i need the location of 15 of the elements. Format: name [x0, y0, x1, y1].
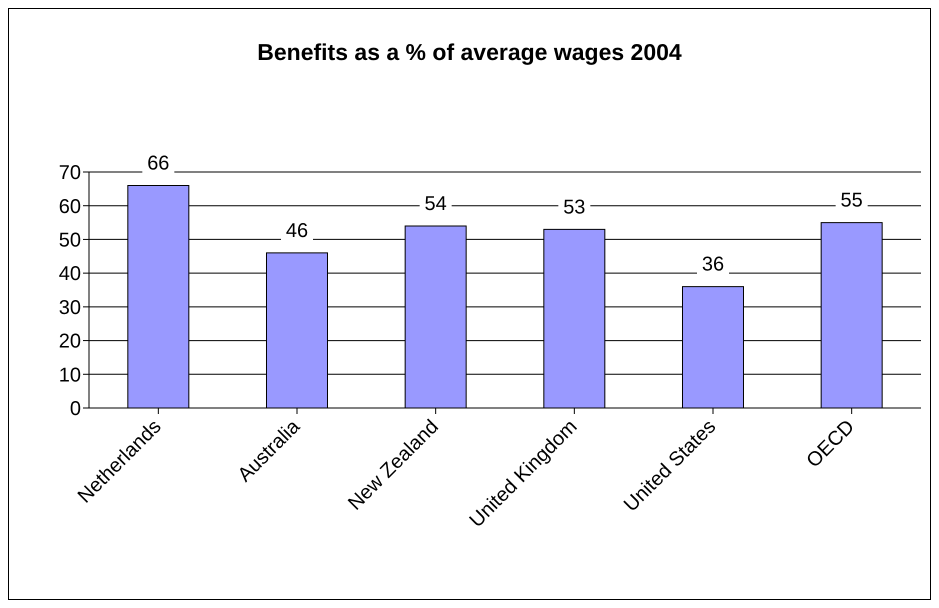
data-label: 36 [702, 254, 724, 276]
y-tick-label: 70 [58, 162, 81, 184]
data-label: 54 [424, 192, 447, 215]
y-tick-label: 10 [58, 364, 81, 386]
data-label: 46 [286, 220, 308, 242]
y-tick-label: 40 [58, 263, 81, 286]
y-tick-label: 20 [58, 330, 81, 353]
y-tick-label: 30 [58, 296, 81, 319]
chart-title: Benefits as a % of average wages 2004 [256, 39, 683, 66]
data-label: 55 [840, 190, 863, 212]
y-tick-label: 0 [70, 398, 81, 420]
data-label: 53 [563, 196, 586, 218]
y-tick-label: 60 [58, 196, 81, 218]
data-label: 66 [147, 152, 170, 174]
y-tick-label: 50 [58, 230, 81, 252]
